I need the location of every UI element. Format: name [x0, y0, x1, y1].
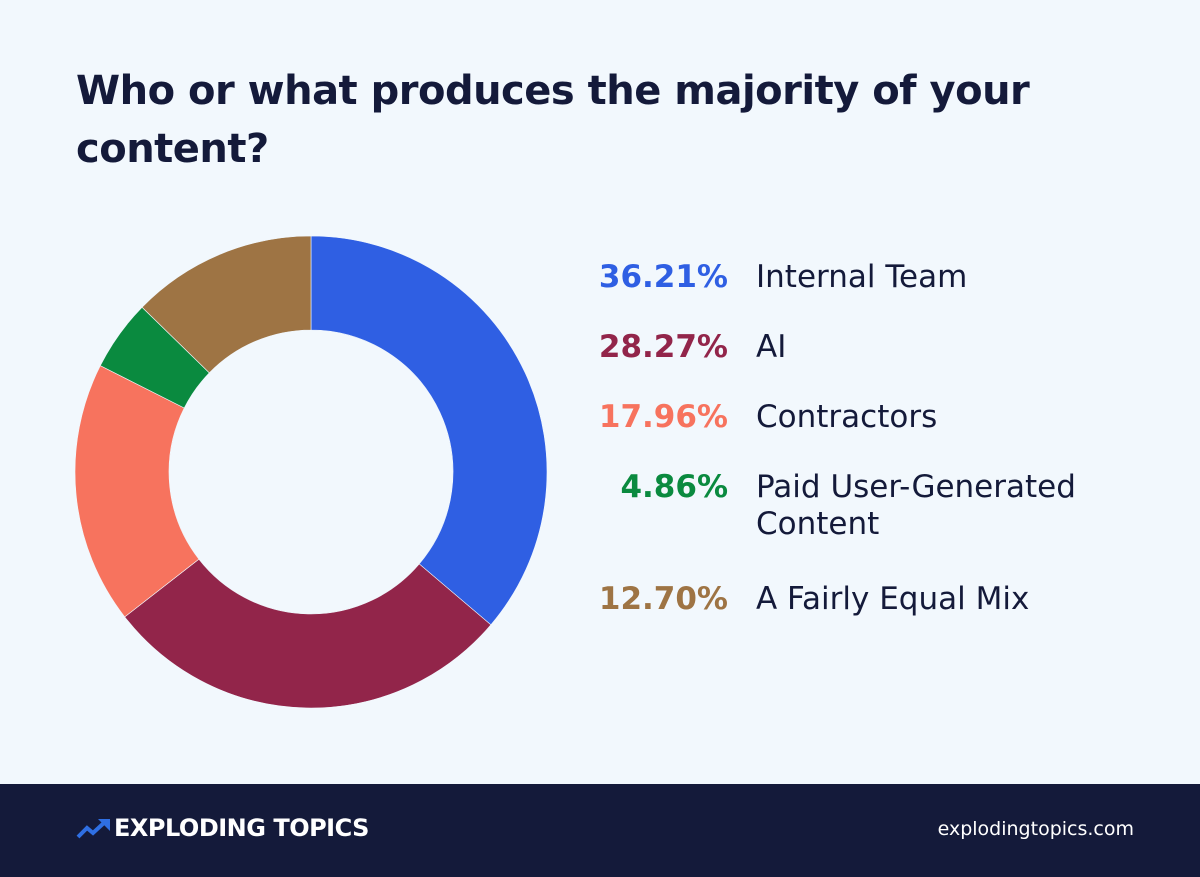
legend-label: Paid User-Generated Content — [756, 469, 1076, 542]
legend-label: Contractors — [756, 399, 938, 435]
donut-slice-a-fairly-equal-mix — [141, 235, 312, 374]
legend-value: 12.70% — [598, 581, 728, 617]
legend-item: 4.86% Paid User-Generated Content — [560, 469, 1136, 543]
legend-item: 36.21% Internal Team — [560, 259, 1136, 296]
donut-chart — [74, 235, 548, 709]
legend-label: A Fairly Equal Mix — [756, 581, 1030, 617]
brand-name: EXPLODING TOPICS — [114, 814, 369, 842]
footer: EXPLODING TOPICS explodingtopics.com — [0, 784, 1200, 877]
legend-item: 17.96% Contractors — [560, 399, 1136, 436]
legend-label: Internal Team — [756, 259, 968, 295]
chart-title: Who or what produces the majority of you… — [76, 68, 1030, 172]
legend-value: 4.86% — [620, 469, 728, 505]
legend-value: 36.21% — [598, 259, 728, 295]
website-link[interactable]: explodingtopics.com — [937, 818, 1134, 840]
legend-item: 28.27% AI — [560, 329, 1136, 366]
trending-arrow-icon — [76, 819, 110, 839]
legend-label: AI — [756, 329, 787, 365]
brand-logo[interactable]: EXPLODING TOPICS — [76, 814, 369, 842]
legend-value: 28.27% — [598, 329, 728, 365]
legend-value: 17.96% — [598, 399, 728, 435]
donut-slice-internal-team — [310, 235, 548, 626]
donut-slice-ai — [124, 558, 492, 709]
legend-item: 12.70% A Fairly Equal Mix — [560, 581, 1136, 618]
